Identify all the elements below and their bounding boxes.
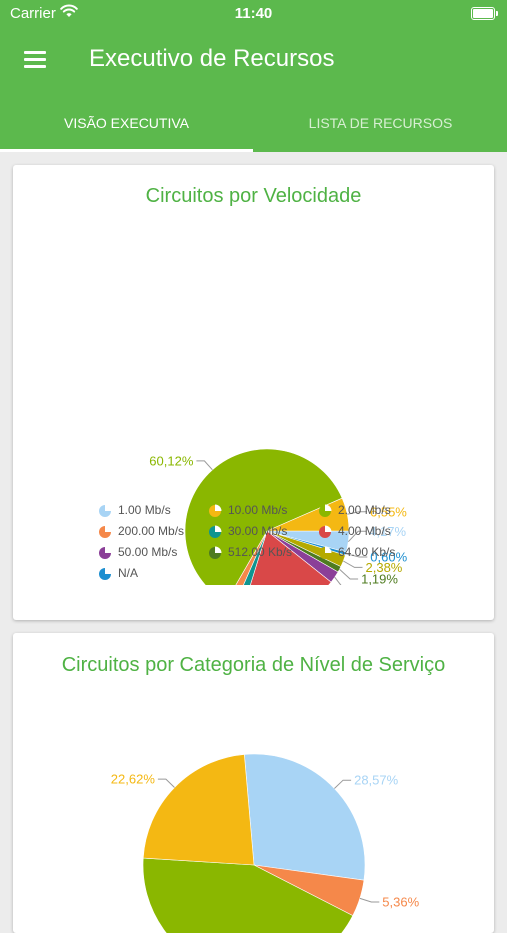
hamburger-menu-icon[interactable] [24,51,46,69]
legend-swatch-icon [319,504,332,517]
pie-data-label: 2,38% [356,583,393,586]
legend-item: 1.00 Mb/s [98,503,171,517]
active-tab-indicator [0,149,253,152]
battery-icon [471,7,498,20]
page-title: Executivo de Recursos [89,45,335,72]
tab-bar: VISÃO EXECUTIVA LISTA DE RECURSOS [0,104,507,152]
app-bar: Carrier 11:40 Executivo de Recursos VISÃ… [0,0,507,152]
pie-data-label: 6,55% [370,504,407,519]
chart-title-nivel-servico: Circuitos por Categoria de Nível de Serv… [61,654,446,676]
pie-data-label: 5,36% [382,895,419,910]
status-bar: Carrier 11:40 [0,0,507,28]
pie-leader-line [347,511,367,515]
pie-data-label: 0,60% [370,550,407,565]
pie-leader-line [347,530,367,543]
legend-item: N/A [98,566,138,580]
legend-item: 512.00 Kb/s [208,545,292,559]
chart-card-nivel-servico: Circuitos por Categoria de Nível de Serv… [13,633,494,933]
legend-label: 50.00 Mb/s [118,545,178,559]
pie-chart-velocidade: 4,17%0,60%2,38%1,19%2,38%19,05%1,79%1,79… [149,448,408,586]
legend-label: 4.00 Mb/s [338,524,391,538]
legend-label: 30.00 Mb/s [228,524,288,538]
pie-slice[interactable] [142,754,255,866]
legend-label: 2.00 Mb/s [338,503,391,517]
pie-leader-line [334,779,352,789]
pie-data-label: 60,12% [149,453,194,468]
chart-card-velocidade: Circuitos por Velocidade 4,17% 0,60% 2,38%… [13,165,494,620]
legend-label: 64.00 Kb/s [338,545,396,559]
pie-slice[interactable] [244,753,366,881]
clock: 11:40 [234,5,273,22]
pie-leader-line [157,778,175,788]
pie-data-label: 4,17% [369,524,406,539]
chart-title-velocidade: Circuitos por Velocidade [145,185,362,207]
legend-swatch-icon [319,546,332,559]
carrier-label: Carrier [10,5,56,22]
legend-item: 2.00 Mb/s [318,503,391,517]
legend-swatch-icon [209,525,222,538]
pie-slice[interactable] [184,448,343,585]
pie-data-label: 22,62% [111,772,156,787]
pie-leader-line [334,576,342,585]
pie-leader-line [339,568,359,580]
pie-leader-line [359,897,380,903]
legend-swatch-icon [99,504,112,517]
legend-item: 64.00 Kb/s [318,545,395,559]
pie-data-label: 1,19% [361,572,398,586]
legend-item: 10.00 Mb/s [208,503,287,517]
legend-item: 50.00 Mb/s [98,545,177,559]
pie-data-label: 2,38% [366,560,403,575]
tab-lista-de-recursos[interactable]: LISTA DE RECURSOS [308,115,453,131]
pie-leader-line [345,553,368,558]
legend-swatch-icon [319,525,332,538]
pie-data-label: 28,57% [354,773,399,788]
legend-swatch-icon [99,525,112,538]
tab-visao-executiva[interactable]: VISÃO EXECUTIVA [64,115,189,131]
legend-label: 1.00 Mb/s [118,503,171,517]
pie-chart-nivel-servico: 28,57% 5,36% 22,62% [111,753,420,933]
legend-swatch-icon [99,567,112,580]
wifi-icon [60,4,78,17]
legend-swatch-icon [209,504,222,517]
legend-item: 200.00 Mb/s [98,524,184,538]
legend-label: 10.00 Mb/s [228,503,288,517]
pie-leader-line [196,460,213,471]
legend-item: 4.00 Mb/s [318,524,391,538]
legend-swatch-icon [209,546,222,559]
legend-label: 200.00 Mb/s [118,524,185,538]
pie-slice[interactable] [243,530,332,585]
pie-leader-line [343,560,363,568]
legend-swatch-icon [99,546,112,559]
legend-label: 512.00 Kb/s [228,545,293,559]
legend-item: 30.00 Mb/s [208,524,287,538]
legend-label: N/A [118,566,139,580]
